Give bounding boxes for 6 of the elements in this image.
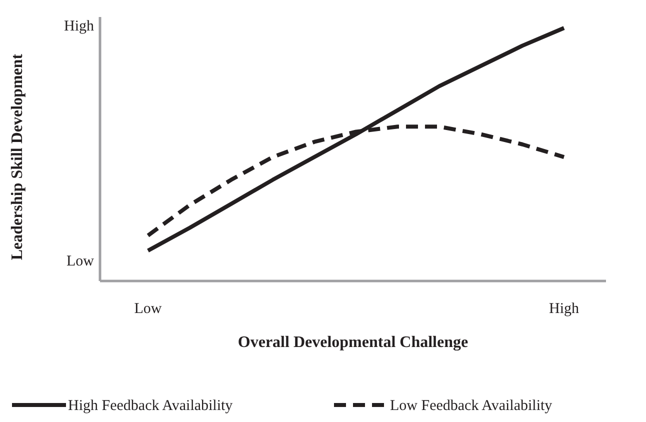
legend-label: High Feedback Availability <box>68 398 234 414</box>
legend-label: Low Feedback Availability <box>390 398 553 414</box>
text: High <box>64 18 94 34</box>
x-axis-title: Overall Developmental Challenge <box>238 334 468 351</box>
text: Low <box>66 253 94 270</box>
y-axis-title: Leadership Skill Development <box>9 53 26 260</box>
